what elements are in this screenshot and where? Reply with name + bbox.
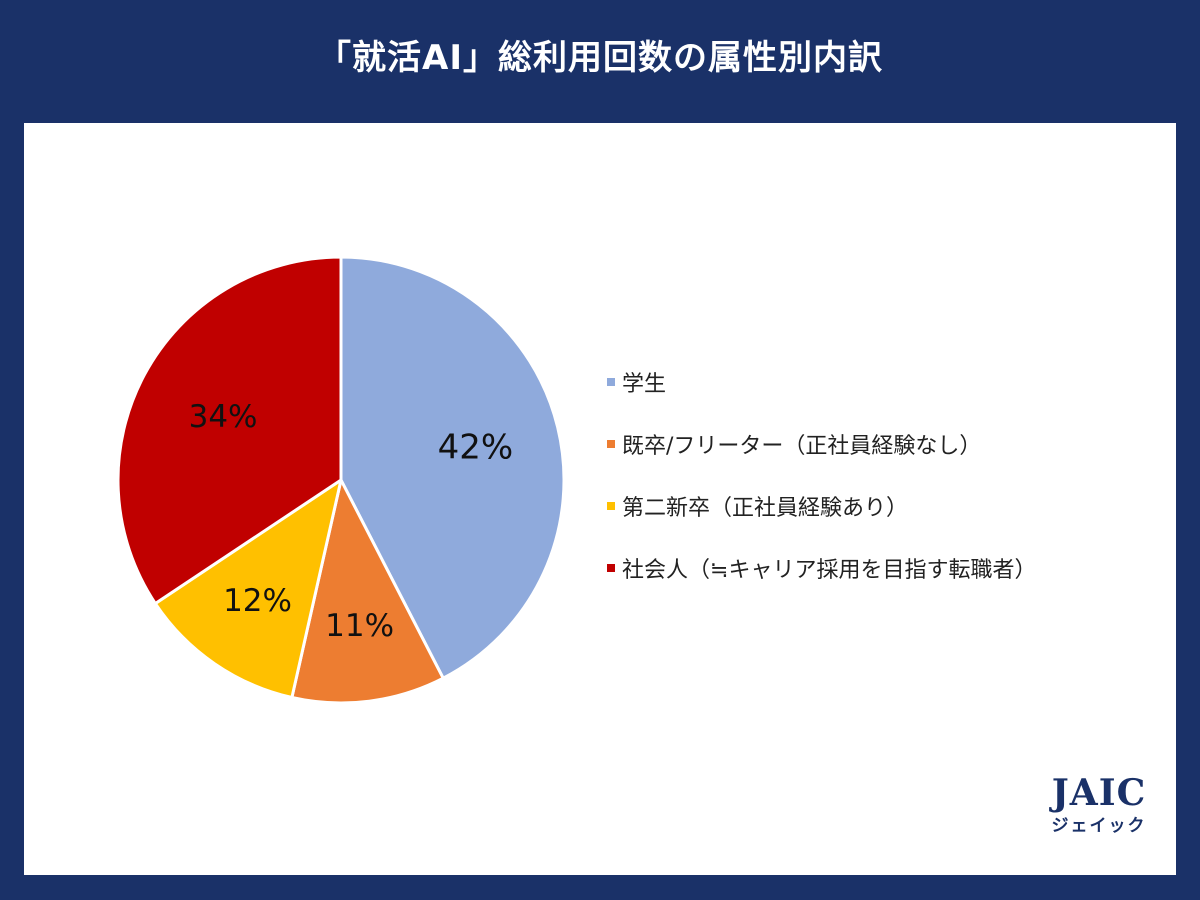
logo-sub: ジェイック [1051, 816, 1147, 836]
data-label-working-adults: 34% [189, 399, 258, 435]
page-title: 「就活AI」総利用回数の属性別内訳 [317, 38, 883, 78]
data-label-graduates-freeters: 11% [325, 608, 394, 644]
data-label-students: 42% [438, 427, 514, 467]
slice-students [339, 255, 566, 680]
legend-swatch [607, 502, 615, 510]
legend-swatch [607, 440, 615, 448]
legend-item-graduates-freeters: 既卒/フリーター（正社員経験なし） [607, 430, 1036, 459]
data-label-second-new-grads: 12% [223, 583, 292, 619]
jaic-logo: JAIC ジェイック [1034, 773, 1164, 836]
chart-panel: 42% 11% 12% 34% 学生既卒/フリーター（正社員経験なし） 第二新卒（正社員… [24, 123, 1176, 875]
legend-item-working-adults: 社会人（≒キャリア採用を目指す転職者） [607, 554, 1037, 583]
legend-label: 第二新卒（正社員経験あり） [622, 496, 909, 521]
legend-item-second-new-grads: 第二新卒（正社員経験あり） [607, 492, 1036, 521]
slice-working-adults [116, 255, 343, 606]
legend: 学生既卒/フリーター（正社員経験なし） 第二新卒（正社員経験あり） 社会人（≒キャリ… [607, 368, 1036, 616]
legend-label: 学生 [622, 372, 667, 397]
legend-swatch [607, 378, 615, 386]
legend-label: 社会人（≒キャリア採用を目指す転職者） [622, 558, 1037, 583]
legend-item-students: 学生 [607, 368, 1036, 397]
pie-chart: 42% 11% 12% 34% [116, 255, 566, 705]
logo-main: JAIC [1051, 772, 1147, 814]
slice-second-new-grads [153, 478, 343, 700]
legend-label: 既卒/フリーター（正社員経験なし） [622, 434, 982, 459]
legend-swatch [607, 564, 615, 572]
